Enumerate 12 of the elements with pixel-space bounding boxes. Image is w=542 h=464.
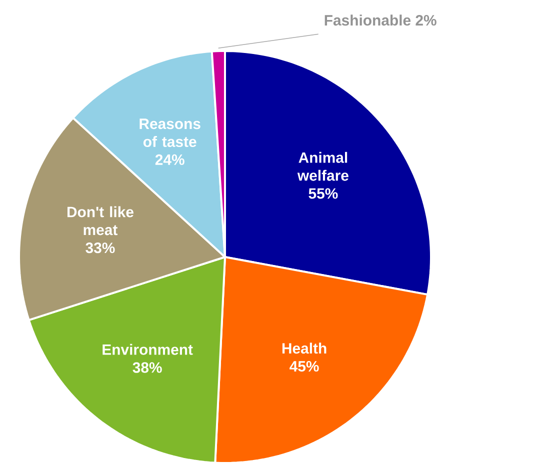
slice-label: Environment: [102, 344, 193, 355]
slice-label: Animal welfare: [297, 152, 348, 181]
slice-label: Fashionable: [324, 14, 411, 26]
data-label: 55%: [308, 188, 338, 199]
data-label: 33%: [86, 242, 115, 254]
data-label: 45%: [290, 361, 319, 372]
data-label: 2%: [416, 15, 436, 26]
slice-label: Health: [282, 342, 326, 354]
data-label: 38%: [132, 362, 162, 373]
slice-label: Reasons of taste: [140, 118, 200, 148]
slice-label: Don't like meat: [67, 206, 134, 236]
data-label: 24%: [155, 154, 184, 165]
